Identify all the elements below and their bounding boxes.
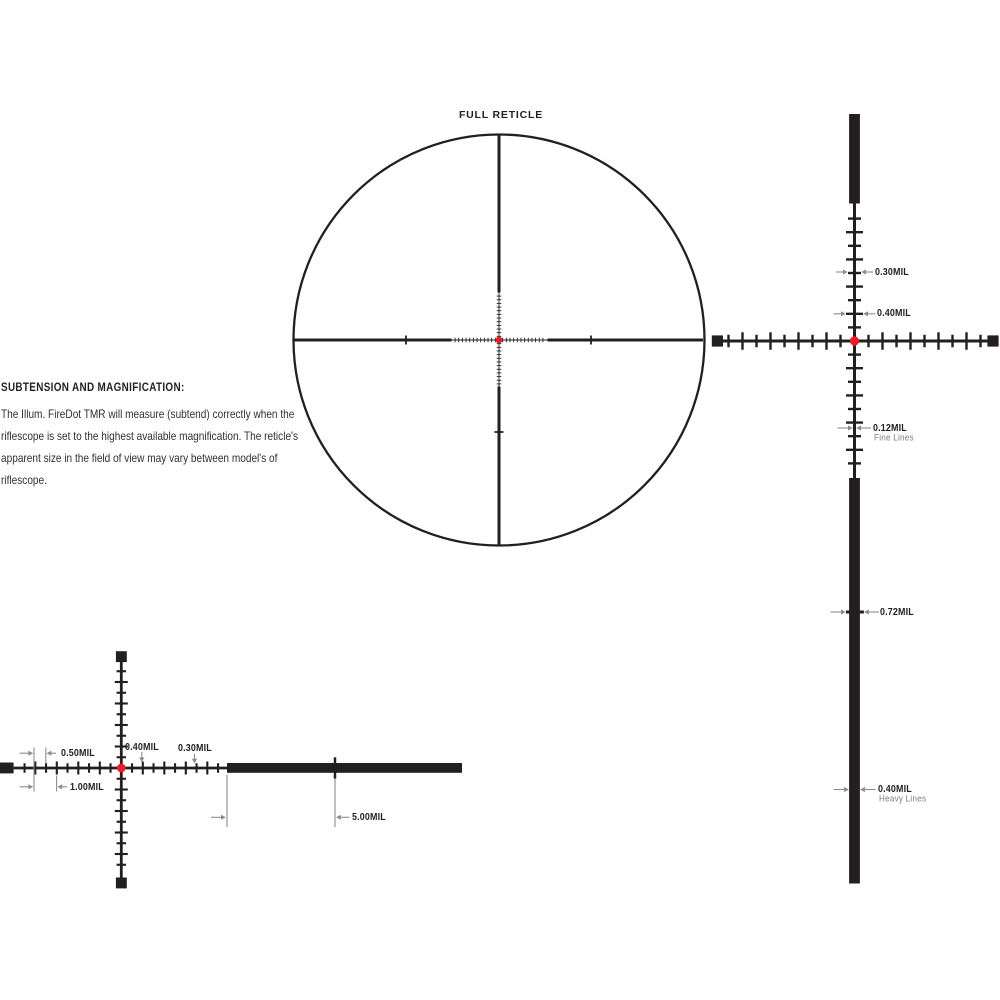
subtension-text-block: SUBTENSION AND MAGNIFICATION: The Illum.… [1, 382, 321, 491]
end-square-left [711, 335, 723, 347]
arrowhead-left [856, 425, 861, 431]
arrowhead-down [139, 757, 145, 763]
arrowhead-left [57, 784, 63, 790]
arrowhead-right [844, 786, 849, 793]
firedot-center [849, 336, 860, 346]
firedot-center [116, 763, 126, 773]
label-040mil-lower-right-detail: 0.40MIL [878, 783, 912, 795]
label-040mil-upper-right-detail: 0.40MIL [877, 307, 911, 319]
arrowhead-right [841, 311, 846, 317]
subtension-heading: SUBTENSION AND MAGNIFICATION: [1, 382, 185, 394]
arrowhead-left [864, 609, 869, 615]
arrowhead-right [28, 784, 34, 790]
heavy-post-left [0, 762, 14, 774]
label-012mil-right-detail: 0.12MIL [873, 422, 907, 434]
right-subtension-detail-figure [711, 114, 999, 884]
subtension-body-line-1: The Illum. FireDot TMR will measure (sub… [1, 407, 295, 421]
label-040mil-bottom-detail: 0.40MIL [125, 741, 159, 753]
label-030mil-right-detail: 0.30MIL [875, 266, 909, 278]
measurement-annotations [19, 269, 879, 827]
end-square-bottom [115, 877, 127, 889]
full-reticle-figure [292, 133, 706, 547]
label-030mil-bottom-detail: 0.30MIL [178, 742, 212, 754]
arrowhead-left [46, 750, 52, 756]
heavy-post-right [227, 763, 462, 773]
arrowhead-left [336, 814, 341, 820]
arrowhead-right [841, 609, 846, 615]
label-500mil-bottom-detail: 5.00MIL [352, 811, 386, 823]
full-reticle-title: FULL RETICLE [458, 109, 544, 121]
arrowhead-right [221, 814, 226, 820]
label-heavy-lines: Heavy Lines [879, 793, 927, 805]
arrowhead-right [848, 425, 853, 431]
label-fine-lines: Fine Lines [874, 432, 914, 444]
arrowhead-left [863, 311, 868, 317]
heavy-post-bottom [849, 478, 860, 884]
arrowhead-right [28, 750, 34, 756]
subtension-body-line-3: apparent size in the field of view may v… [1, 451, 278, 465]
firedot-center [495, 336, 503, 344]
label-100mil-bottom-detail: 1.00MIL [70, 781, 104, 793]
arrowhead-left [861, 269, 867, 275]
scope-field-circle [292, 133, 706, 547]
end-square-right [987, 335, 999, 347]
arrowhead-down [191, 758, 198, 764]
end-square-top [115, 651, 127, 663]
arrowhead-left [860, 786, 865, 793]
label-050mil-bottom-detail: 0.50MIL [61, 747, 95, 759]
label-072mil-right-detail: 0.72MIL [880, 606, 914, 618]
heavy-post-top [849, 114, 860, 204]
bottom-subtension-detail-figure [0, 651, 462, 889]
subtension-body-line-2: riflescope is set to the highest availab… [1, 429, 299, 443]
arrowhead-right [842, 269, 848, 275]
subtension-body-line-4: riflescope. [1, 473, 47, 487]
